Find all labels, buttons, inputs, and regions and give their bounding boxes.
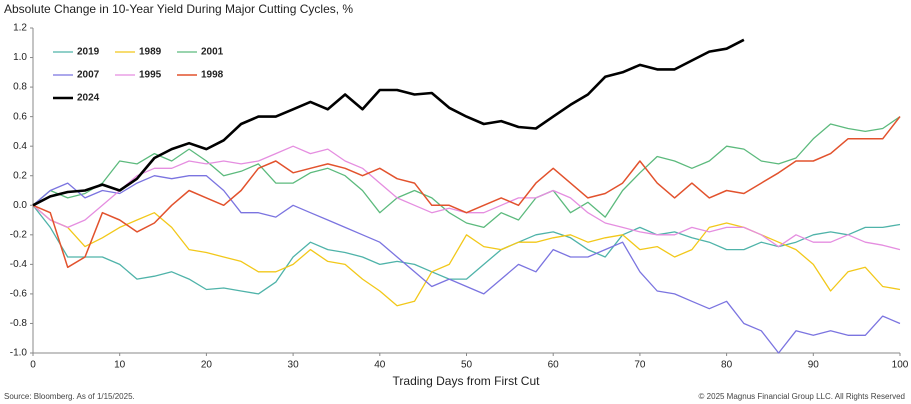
- source-note: Source: Bloomberg. As of 1/15/2025.: [4, 392, 135, 401]
- x-tick-label: 60: [548, 360, 560, 371]
- y-tick-label: -0.2: [10, 229, 28, 240]
- legend-label: 1989: [139, 47, 162, 58]
- x-axis-title: Trading Days from First Cut: [393, 374, 541, 388]
- x-tick-label: 0: [30, 360, 36, 371]
- legend-label: 2024: [77, 93, 100, 104]
- x-tick-label: 10: [114, 360, 126, 371]
- y-tick-label: 0.0: [13, 200, 27, 211]
- y-tick-label: 0.8: [13, 82, 27, 93]
- y-tick-label: 1.2: [13, 23, 27, 34]
- y-tick-label: 1.0: [13, 52, 27, 63]
- legend-label: 1998: [201, 70, 224, 81]
- legend-label: 2019: [77, 47, 100, 58]
- y-tick-label: -0.6: [10, 289, 28, 300]
- y-tick-label: 0.2: [13, 170, 27, 181]
- series-line: [32, 145, 901, 251]
- x-tick-label: 50: [461, 360, 473, 371]
- x-tick-label: 100: [892, 360, 909, 371]
- x-tick-label: 80: [721, 360, 733, 371]
- y-tick-label: -1.0: [10, 348, 28, 359]
- y-tick-label: -0.4: [10, 259, 28, 270]
- legend-label: 1995: [139, 70, 162, 81]
- series-line: [32, 204, 901, 307]
- x-tick-label: 70: [634, 360, 646, 371]
- series-line: [32, 204, 901, 295]
- series-line: [32, 175, 901, 354]
- x-tick-label: 20: [201, 360, 213, 371]
- series-line: [32, 116, 901, 229]
- y-tick-label: -0.8: [10, 318, 28, 329]
- series-line: [32, 38, 745, 207]
- series-line: [32, 116, 901, 269]
- legend-label: 2007: [77, 70, 100, 81]
- legend-label: 2001: [201, 47, 224, 58]
- x-tick-label: 40: [374, 360, 386, 371]
- y-tick-label: 0.6: [13, 111, 27, 122]
- x-tick-label: 30: [288, 360, 300, 371]
- y-tick-label: 0.4: [13, 141, 27, 152]
- copyright: © 2025 Magnus Financial Group LLC. All R…: [699, 392, 905, 401]
- x-tick-label: 90: [808, 360, 820, 371]
- chart-title: Absolute Change in 10-Year Yield During …: [4, 2, 353, 16]
